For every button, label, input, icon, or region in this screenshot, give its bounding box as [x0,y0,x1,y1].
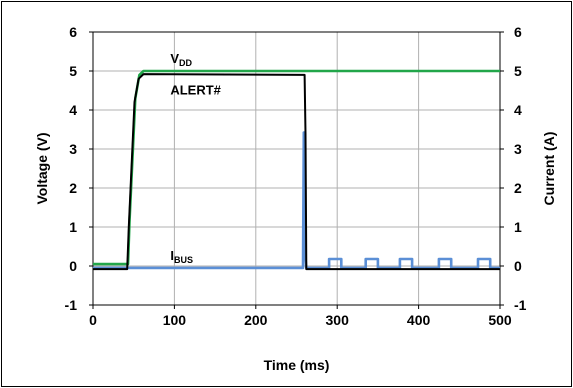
series-line-vdd [93,69,500,266]
x-tick-label: 500 [488,312,512,328]
y-tick-label: -1 [65,297,78,313]
y2-tick-label: 5 [514,63,522,79]
y2-tick-label: 3 [514,141,522,157]
series-group [93,69,500,271]
y2-tick-label: 6 [514,24,522,40]
y-tick-label: 6 [69,24,77,40]
series-line-ibus [93,131,500,270]
series-line-alert [93,73,500,271]
y-tick-label: 0 [69,258,77,274]
annotations: VDD ALERT# IBUS [170,51,221,265]
x-tick-label: 300 [326,312,350,328]
x-tick-label: 400 [407,312,431,328]
y2-tick-label: 0 [514,258,522,274]
plot-area [92,31,501,306]
y-tick-label: 2 [69,180,77,196]
y-tick-label: 3 [69,141,77,157]
annotation-label: IBUS [170,248,193,265]
annotation-label: ALERT# [170,82,221,97]
y2-tick-label: 2 [514,180,522,196]
y2-tick-label: 4 [514,102,522,118]
y-tick-label: 5 [69,63,77,79]
x-tick-label: 200 [244,312,268,328]
y-axis-label: Voltage (V) [34,132,50,204]
x-tick-label: 100 [163,312,187,328]
annotation-label: VDD [170,51,192,68]
y2-tick-label: 1 [514,219,522,235]
x-tick-label: 0 [89,312,97,328]
y2-tick-label: -1 [514,297,527,313]
y2-axis-label: Current (A) [541,132,557,206]
y-tick-label: 4 [69,102,77,118]
x-axis-label: Time (ms) [264,357,330,373]
y-tick-label: 1 [69,219,77,235]
